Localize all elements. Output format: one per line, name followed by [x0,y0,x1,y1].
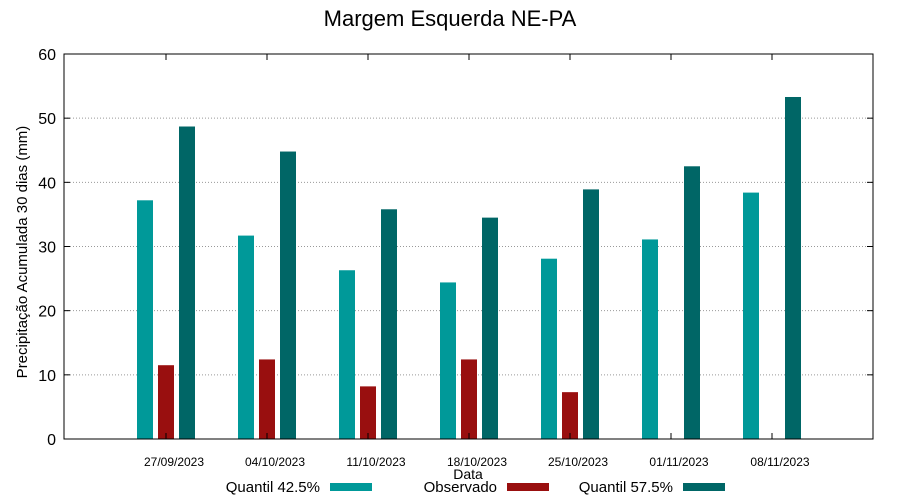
legend-label: Quantil 57.5% [579,479,673,496]
legend-label: Quantil 42.5% [226,479,320,496]
bar [583,189,599,439]
x-axis-label: Data [453,466,483,482]
legend-swatch [683,483,725,491]
bar [280,151,296,440]
x-tick-label: 01/11/2023 [649,455,708,469]
x-tick-label: 25/10/2023 [548,455,608,469]
y-tick-label: 10 [38,368,56,385]
bar [238,235,254,439]
bar [339,270,355,439]
x-tick-label: 08/11/2023 [750,455,809,469]
x-tick-label: 27/09/2023 [144,455,204,469]
y-tick-label: 20 [38,304,56,321]
bar [482,217,498,439]
bar [562,392,578,439]
bar [743,192,759,439]
bar [642,239,658,439]
y-tick-label: 0 [47,432,56,449]
legend-label: Observado [424,479,497,496]
bar [137,200,153,439]
bar [360,386,376,439]
bar [461,359,477,439]
bar [684,166,700,439]
legend-swatch [330,483,372,491]
y-tick-label: 30 [38,240,56,257]
bar [259,359,275,439]
plot-frame [63,53,874,440]
y-tick-label: 60 [38,47,56,64]
y-axis-label: Precipitação Acumulada 30 dias (mm) [14,126,31,379]
bar [158,365,174,439]
x-tick-label: 11/10/2023 [346,455,405,469]
bar [179,126,195,439]
bar [381,209,397,439]
bar [785,96,801,439]
x-tick-label: 18/10/2023 [447,455,507,469]
legend-swatch [507,483,549,491]
bar [541,258,557,439]
x-tick-label: 04/10/2023 [245,455,305,469]
y-tick-label: 50 [38,111,56,128]
bar [440,282,456,439]
chart-title: Margem Esquerda NE-PA [323,6,577,31]
y-tick-label: 40 [38,175,56,192]
